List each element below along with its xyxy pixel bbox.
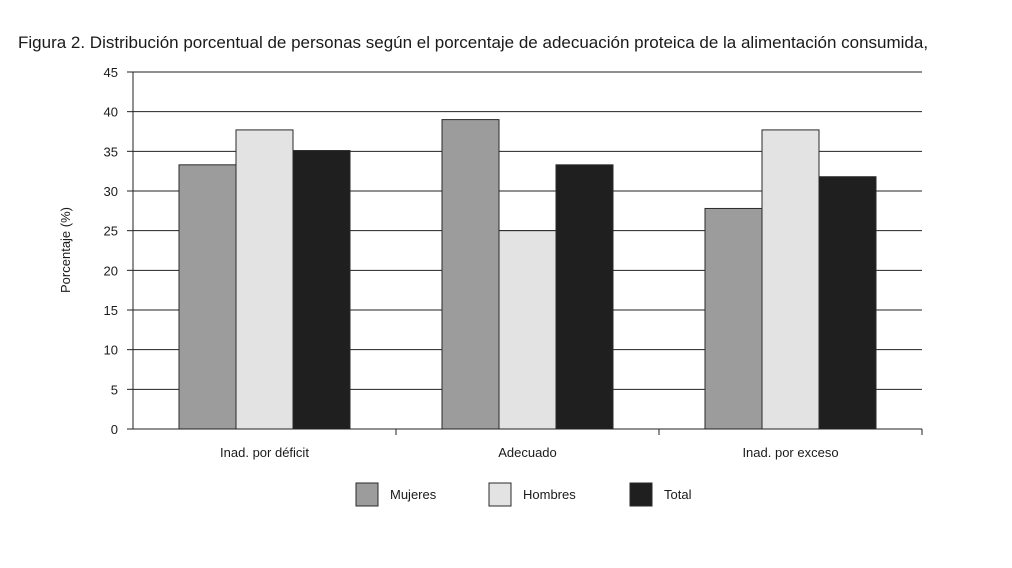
x-tick-label: Inad. por déficit xyxy=(220,445,309,460)
y-axis-label: Porcentaje (%) xyxy=(58,207,73,293)
y-tick-label: 10 xyxy=(104,343,118,358)
bar-mujeres-2 xyxy=(441,119,500,430)
legend: Mujeres Hombres Total xyxy=(355,482,692,507)
axes xyxy=(127,71,923,435)
bar-hombres-3 xyxy=(761,129,820,430)
legend-label-hombres: Hombres xyxy=(523,487,576,502)
y-tick-label: 0 xyxy=(111,422,118,437)
y-tick-label: 30 xyxy=(104,184,118,199)
y-tick-label: 5 xyxy=(111,382,118,397)
x-tick-label: Inad. por exceso xyxy=(742,445,838,460)
legend-label-mujeres: Mujeres xyxy=(390,487,437,502)
legend-swatch-mujeres xyxy=(355,482,379,507)
y-tick-label: 40 xyxy=(104,105,118,120)
chart-title: Figura 2. Distribución porcentual de per… xyxy=(18,33,929,52)
y-tick-label: 25 xyxy=(104,224,118,239)
y-tick-label: 35 xyxy=(104,144,118,159)
bar-hombres-2 xyxy=(498,230,557,430)
legend-label-total: Total xyxy=(664,487,692,502)
bar-total-2 xyxy=(555,164,614,430)
bar-mujeres-1 xyxy=(178,164,237,430)
bar-total-3 xyxy=(818,176,877,430)
x-tick-labels: Inad. por déficit Adecuado Inad. por exces… xyxy=(220,445,839,460)
legend-swatch-hombres xyxy=(488,482,512,507)
y-tick-label: 20 xyxy=(104,263,118,278)
bar-hombres-1 xyxy=(235,129,294,430)
y-tick-label: 15 xyxy=(104,303,118,318)
x-tick-label: Adecuado xyxy=(498,445,557,460)
bars xyxy=(178,119,877,430)
legend-swatch-total xyxy=(629,482,653,507)
y-tick-labels: 0 5 10 15 20 25 30 35 40 45 xyxy=(104,65,118,437)
bar-mujeres-3 xyxy=(704,207,763,430)
y-tick-label: 45 xyxy=(104,65,118,80)
bar-total-1 xyxy=(292,150,351,430)
